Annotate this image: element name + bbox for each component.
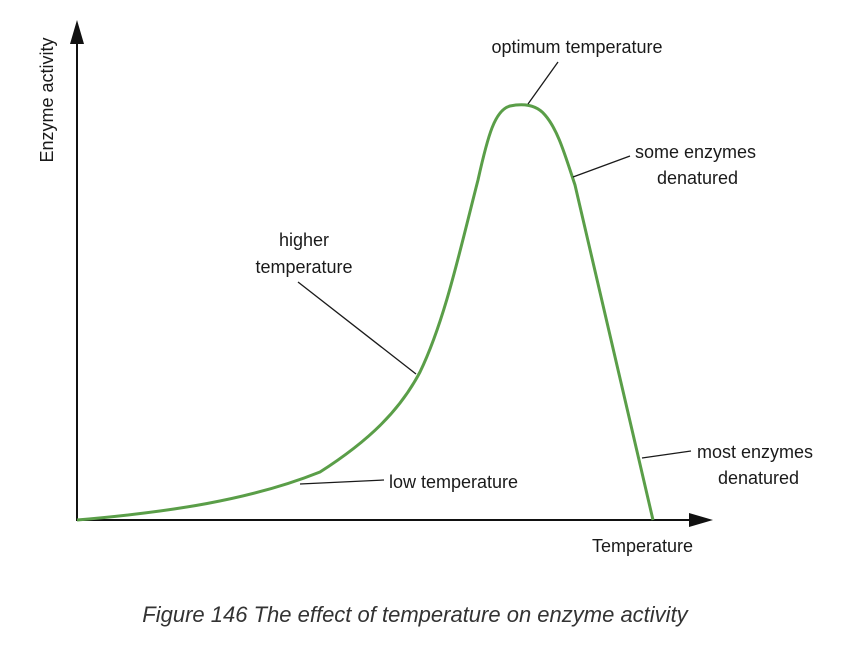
figure-caption: Figure 146 The effect of temperature on … bbox=[142, 602, 689, 627]
optimum-label: optimum temperature bbox=[491, 37, 662, 57]
x-axis-label: Temperature bbox=[592, 536, 693, 556]
most-denatured-label-2: denatured bbox=[718, 468, 799, 488]
higher-leader bbox=[297, 281, 417, 375]
y-axis-label: Enzyme activity bbox=[37, 37, 57, 162]
optimum-leader bbox=[527, 61, 559, 105]
higher-label-1: higher bbox=[279, 230, 329, 250]
axes bbox=[70, 20, 713, 527]
x-axis-arrow-icon bbox=[689, 513, 713, 527]
some-denatured-label-1: some enzymes bbox=[635, 142, 756, 162]
activity-curve bbox=[76, 103, 655, 522]
some-denatured-label-2: denatured bbox=[657, 168, 738, 188]
most-denatured-leader bbox=[641, 450, 692, 459]
low-leader bbox=[299, 479, 385, 485]
some-denatured-leader bbox=[572, 155, 631, 178]
most-denatured-label-1: most enzymes bbox=[697, 442, 813, 462]
leader-lines bbox=[297, 61, 692, 485]
y-axis-arrow-icon bbox=[70, 20, 84, 44]
low-label: low temperature bbox=[389, 472, 518, 492]
higher-label-2: temperature bbox=[255, 257, 352, 277]
